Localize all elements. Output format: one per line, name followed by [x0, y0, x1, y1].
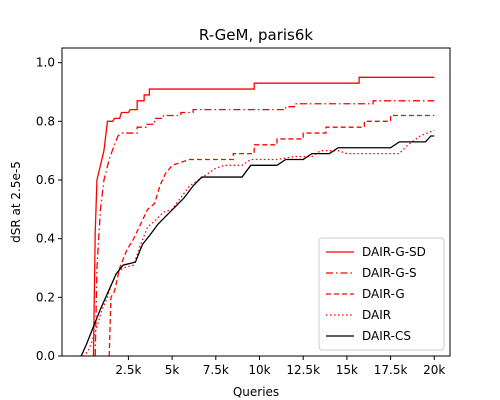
x-tick-label: 2.5k — [115, 363, 141, 377]
x-tick-label: 20k — [423, 363, 445, 377]
x-tick-label: 12.5k — [286, 363, 320, 377]
x-tick-label: 5k — [165, 363, 180, 377]
series-line-dair-g-s — [94, 100, 435, 356]
chart-title: R-GeM, paris6k — [199, 26, 314, 44]
plot-frame — [61, 47, 451, 357]
y-tick-label: 0.6 — [36, 173, 55, 187]
series-line-dair — [79, 129, 435, 356]
legend-box — [318, 237, 445, 351]
y-tick-label: 0.8 — [36, 114, 55, 128]
y-axis: 0.0 0.2 0.4 0.6 0.8 1.0 — [36, 56, 62, 363]
series-line-dair-g-sd — [92, 76, 435, 356]
x-axis: 2.5k 5k 7.5k 10k 12.5k 15k 17.5k 20k — [115, 356, 445, 377]
legend-label: DAIR-G-S — [362, 266, 417, 280]
series-layer — [79, 76, 435, 356]
y-tick-label: 0.2 — [36, 290, 55, 304]
x-axis-label: Queries — [233, 385, 279, 399]
y-tick-label: 0.4 — [36, 232, 55, 246]
legend-label: DAIR-G — [362, 287, 405, 301]
x-tick-label: 17.5k — [374, 363, 408, 377]
y-tick-label: 0.0 — [36, 349, 55, 363]
y-axis-label: dSR at 2.5e-5 — [9, 161, 23, 243]
x-tick-label: 15k — [336, 363, 358, 377]
legend: DAIR-G-SD DAIR-G-S DAIR-G DAIR DAIR-CS — [318, 237, 445, 351]
x-tick-label: 7.5k — [203, 363, 229, 377]
legend-label: DAIR — [362, 308, 391, 322]
y-tick-label: 1.0 — [36, 56, 55, 70]
x-tick-label: 10k — [248, 363, 270, 377]
legend-label: DAIR-G-SD — [362, 245, 426, 259]
series-line-dair-g — [108, 114, 435, 356]
series-line-dair-cs — [80, 135, 435, 356]
legend-label: DAIR-CS — [362, 329, 411, 343]
